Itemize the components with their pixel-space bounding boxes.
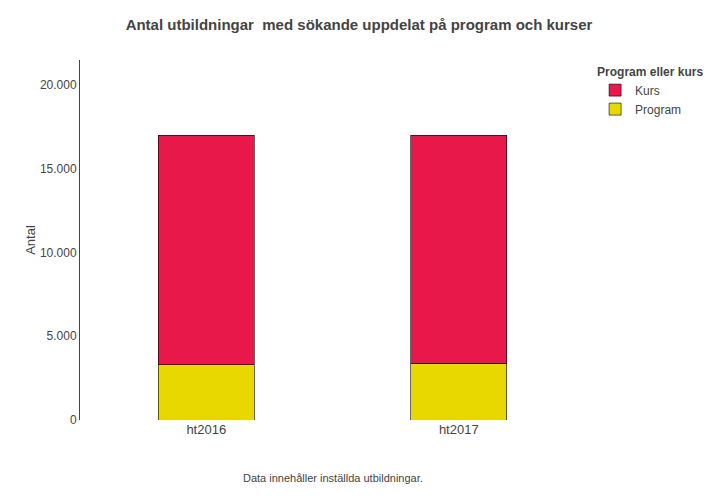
svg-text:Program: Program xyxy=(635,103,681,117)
svg-text:0: 0 xyxy=(70,413,77,427)
svg-text:5.000: 5.000 xyxy=(47,329,77,343)
svg-text:ht2017: ht2017 xyxy=(439,422,479,437)
svg-text:Program eller kurs: Program eller kurs xyxy=(597,65,703,79)
svg-text:Antal: Antal xyxy=(23,225,38,255)
svg-text:Data innehåller inställda utbi: Data innehåller inställda utbildningar. xyxy=(243,472,423,484)
svg-text:Antal utbildningar med sökand: Antal utbildningar med sökande uppdelat … xyxy=(126,16,593,33)
svg-text:15.000: 15.000 xyxy=(40,162,77,176)
svg-text:20.000: 20.000 xyxy=(40,78,77,92)
svg-text:Kurs: Kurs xyxy=(635,84,660,98)
svg-text:10.000: 10.000 xyxy=(40,246,77,260)
svg-text:ht2016: ht2016 xyxy=(186,422,226,437)
